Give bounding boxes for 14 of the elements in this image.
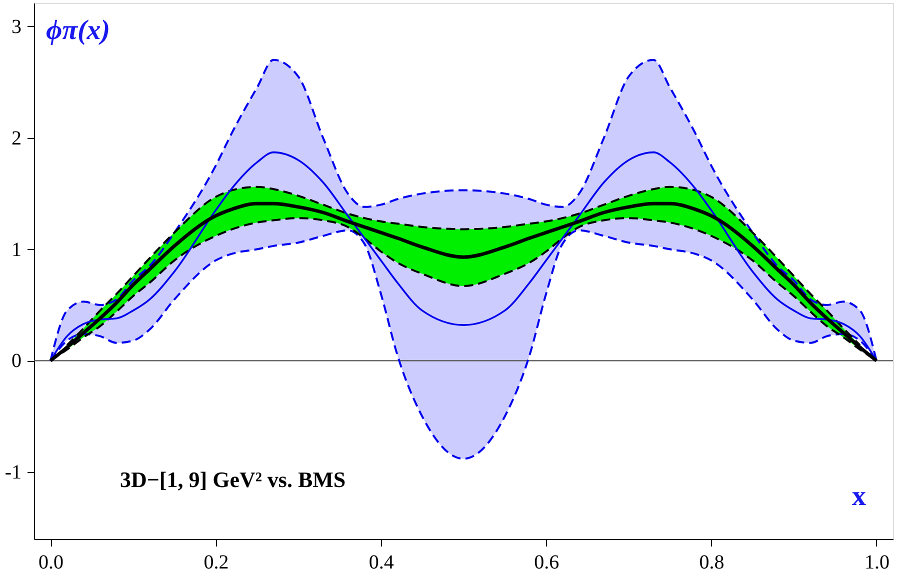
x-tick-label: 0.4 bbox=[368, 552, 394, 574]
x-tick-label: 0.0 bbox=[38, 552, 64, 574]
y-tick-label: 0 bbox=[12, 350, 22, 372]
y-tick-label: 1 bbox=[12, 238, 22, 261]
y-axis-title: ϕπ(x) bbox=[46, 15, 110, 46]
y-tick-label: 2 bbox=[12, 127, 22, 150]
x-tick-label: 1.0 bbox=[864, 552, 890, 574]
x-tick-label: 0.2 bbox=[204, 552, 229, 574]
x-tick-label: 0.8 bbox=[699, 552, 724, 574]
x-tick-label: 0.6 bbox=[534, 552, 560, 574]
x-axis-title: x bbox=[852, 481, 866, 512]
annotation: 3D−[1, 9] GeV² vs. BMS bbox=[120, 467, 346, 492]
y-tick-label: 3 bbox=[12, 16, 22, 38]
y-tick-label: -1 bbox=[4, 462, 22, 484]
